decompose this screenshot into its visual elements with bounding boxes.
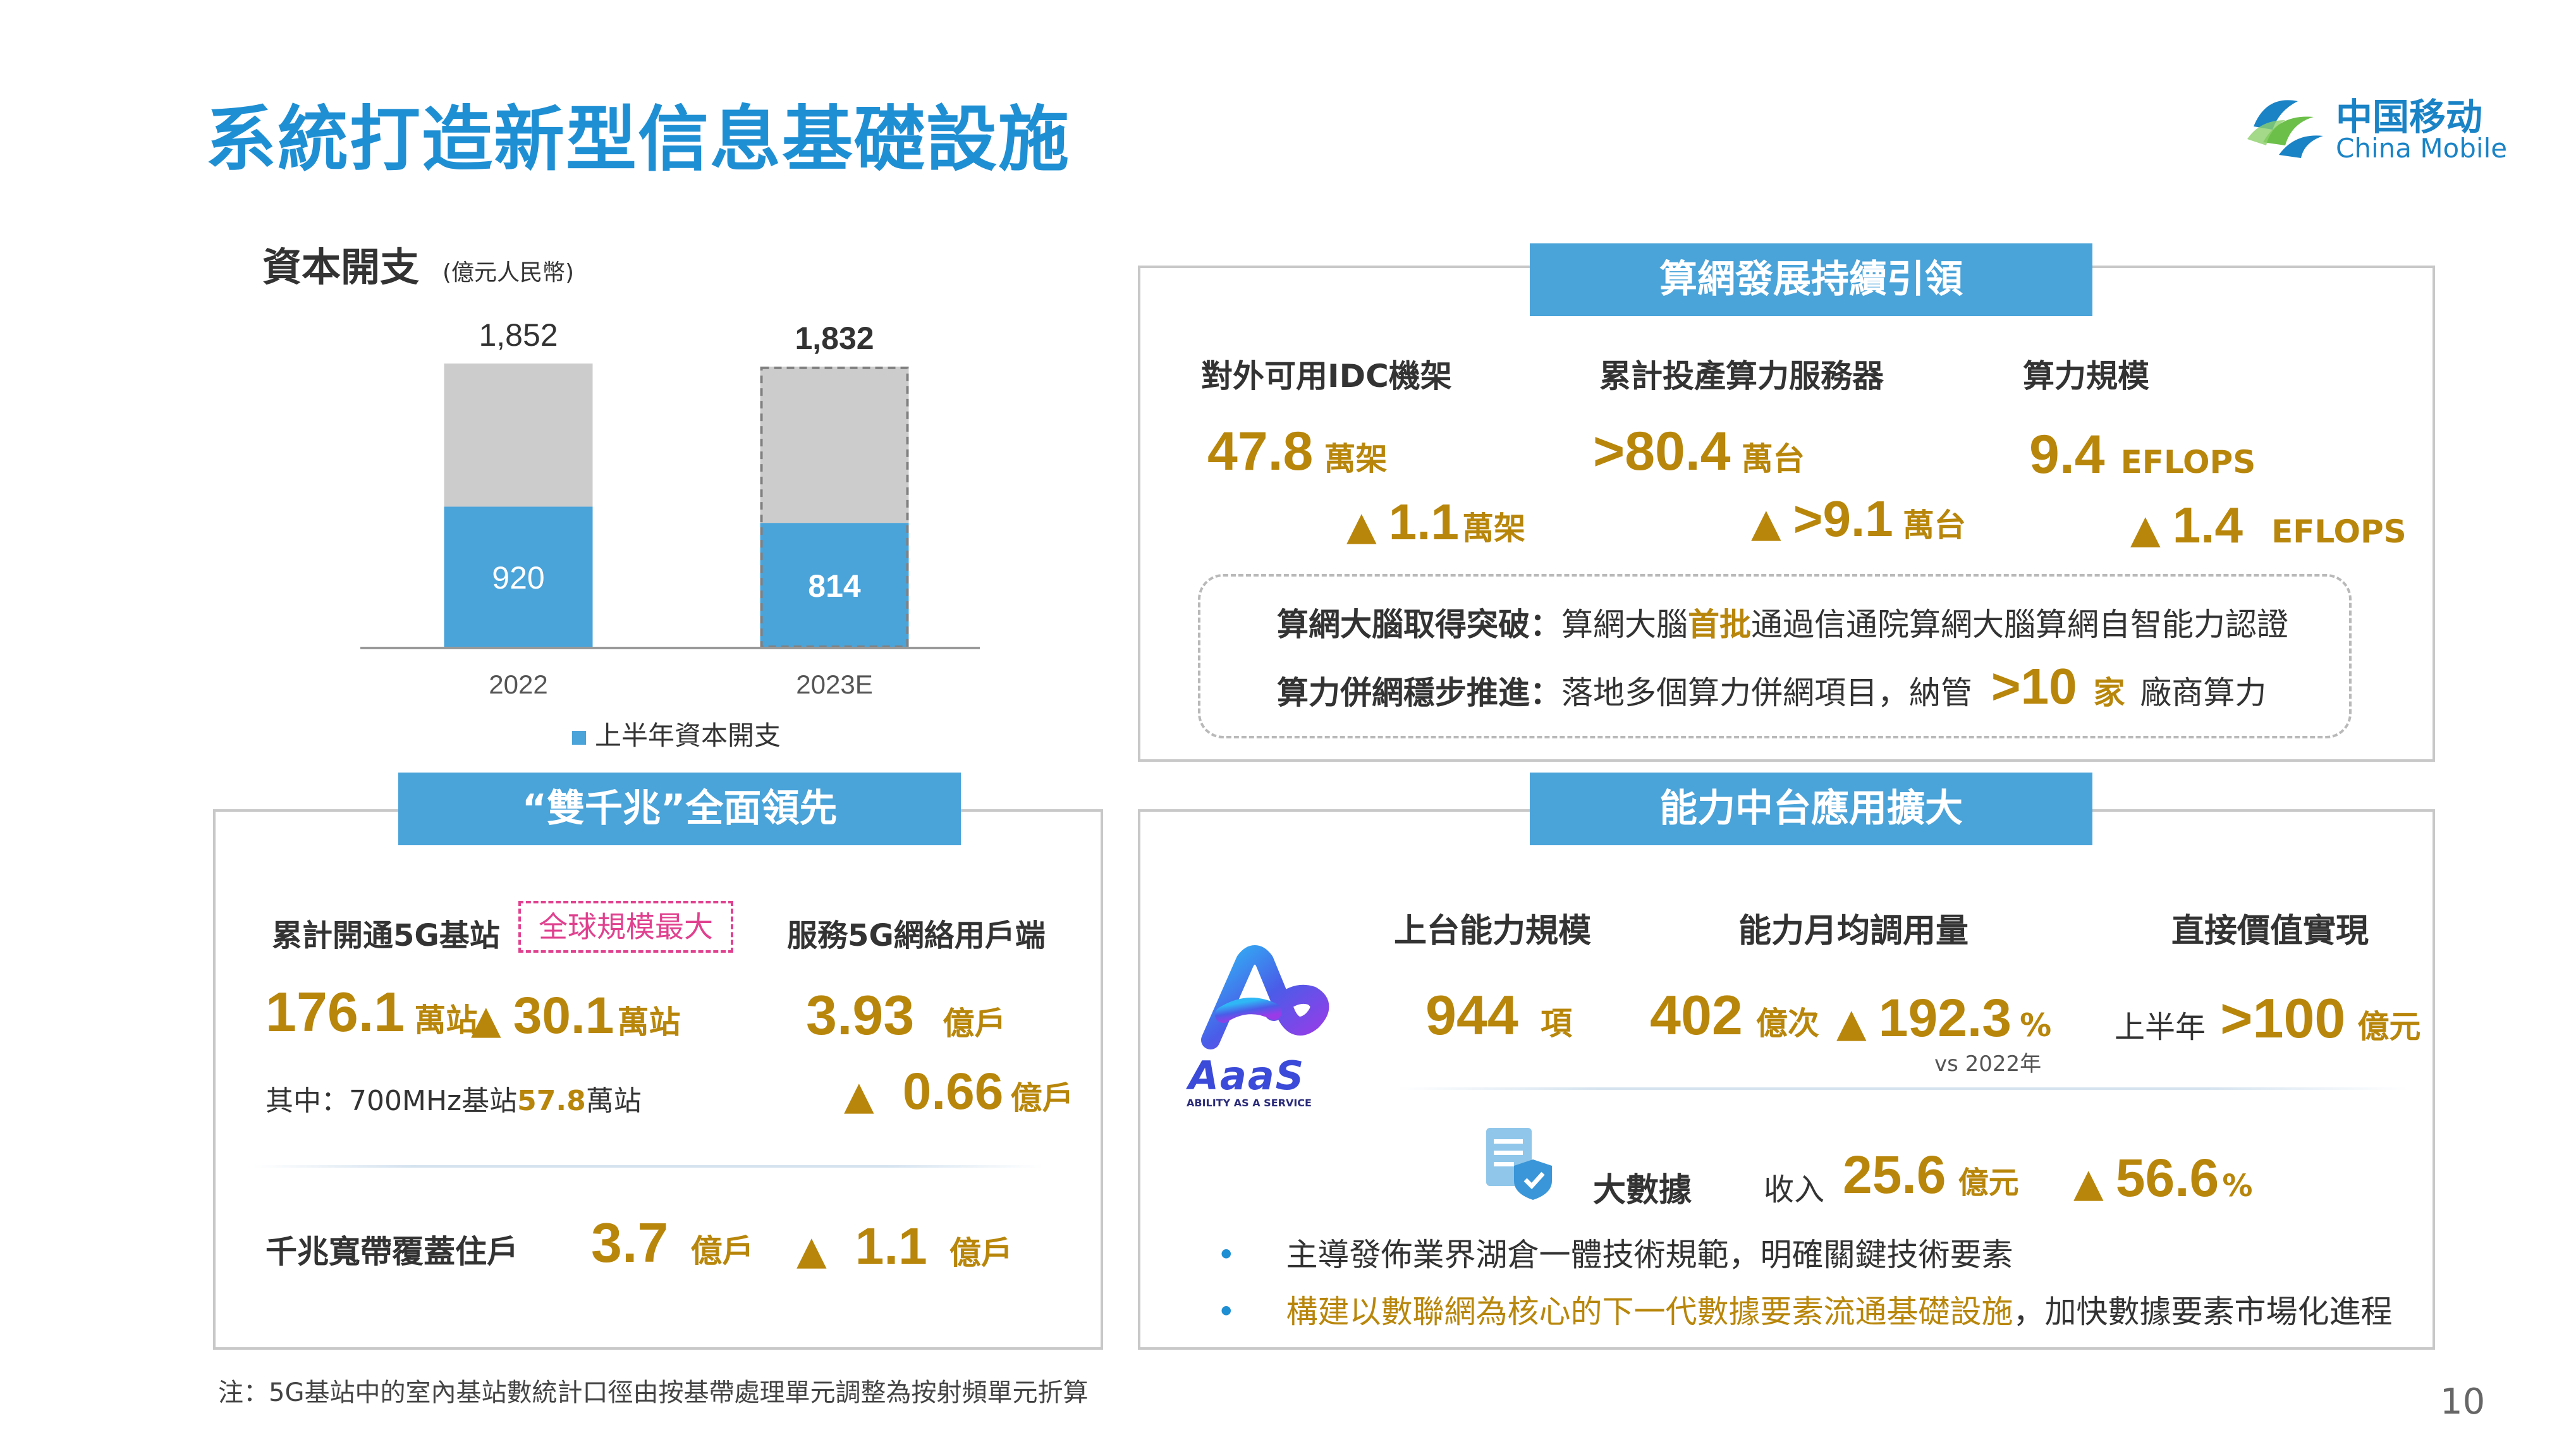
capability-divider (1397, 1087, 2408, 1090)
compute-banner: 算網發展持續引領 (1530, 243, 2092, 316)
idc-label: 對外可用IDC機架 (1201, 358, 1452, 394)
capex-half-year-bar (444, 506, 593, 648)
monthly-calls-value: 402 億次 (1650, 984, 1819, 1046)
capex-half-year-label: 814 (808, 568, 861, 604)
compute-line-1: 算網大腦取得突破：算網大腦首批通過信通院算網大腦算網自智能力認證 (1277, 606, 2288, 643)
capex-category-label: 2022 (489, 669, 547, 699)
capex-half-year-bar (760, 523, 909, 648)
bullet-2: • 構建以數聯網為核心的下一代數據要素流通基礎設施，加快數據要素市場化進程 (1217, 1293, 2393, 1330)
servers-delta: ▲ >9.1 萬台 (1751, 491, 1966, 547)
compute-scale-delta: ▲ 1.4 EFLOPS (2130, 497, 2407, 553)
capex-category-label: 2023E (796, 669, 872, 699)
5g-bs-value: 176.1 萬站 (266, 981, 478, 1043)
servers-value: >80.4 萬台 (1593, 421, 1805, 482)
up-triangle-icon: ▲ (2073, 1159, 2104, 1206)
broadband-delta: ▲ 1.1 億戶 (797, 1218, 1013, 1275)
up-triangle-icon: ▲ (471, 996, 501, 1042)
compute-line-2: 算力併網穩步推進：落地多個算力併網項目，納管 >10 家 廠商算力 (1277, 658, 2267, 714)
up-triangle-icon: ▲ (1836, 1000, 1867, 1046)
footnote: 注：5G基站中的室內基站數統計口徑由按基帶處理單元調整為按射頻單元折算 (218, 1378, 1089, 1407)
700mhz-line: 其中：700MHz基站57.8萬站 (266, 1085, 642, 1117)
broadband-label: 千兆寬帶覆蓋住戶 (266, 1233, 518, 1270)
aaas-subtext: ABILITY AS A SERVICE (1187, 1097, 1312, 1109)
ability-scale-value: 944 項 (1425, 984, 1572, 1046)
direct-value-label: 直接價值實現 (2171, 912, 2369, 950)
capex-total-bar (760, 366, 909, 523)
logo-text-en: China Mobile (2336, 133, 2508, 164)
5g-bs-delta: ▲ 30.1 萬站 (471, 987, 681, 1044)
5g-users-value: 3.93 億戶 (806, 984, 1006, 1046)
capex-bar-chart: 1,852 920 2022 1,832 814 2023E (360, 317, 980, 699)
vs-2022-note: vs 2022年 (1934, 1051, 2042, 1077)
legend-label: 上半年資本開支 (595, 720, 781, 751)
direct-value-value: 上半年 >100 億元 (2115, 987, 2421, 1049)
bigdata-growth: ▲ 56.6 % (2073, 1148, 2253, 1208)
bullet-1: • 主導發佈業界湖倉一體技術規範，明確關鍵技術要素 (1217, 1237, 2013, 1273)
logo-text-cn: 中国移动 (2336, 95, 2483, 138)
up-triangle-icon: ▲ (844, 1072, 874, 1118)
up-triangle-icon: ▲ (2130, 506, 2161, 552)
monthly-calls-label: 能力月均調用量 (1738, 912, 1969, 950)
5g-bs-label: 累計開通5G基站 (272, 918, 500, 953)
china-mobile-logo: 中国移动 China Mobile (2241, 82, 2513, 177)
up-triangle-icon: ▲ (797, 1227, 827, 1273)
idc-value: 47.8 萬架 (1207, 421, 1388, 482)
bigdata-revenue-value: 25.6 億元 (1843, 1145, 2019, 1204)
bullet-icon: • (1217, 1237, 1236, 1273)
gigabit-banner: “雙千兆”全面領先 (398, 773, 961, 845)
compute-scale-value: 9.4 EFLOPS (2029, 424, 2256, 485)
servers-label: 累計投產算力服務器 (1599, 358, 1884, 394)
capex-total-label: 1,832 (795, 321, 874, 356)
5g-users-label: 服務5G網絡用戶端 (787, 918, 1046, 953)
aaas-text: AaaS (1188, 1053, 1305, 1099)
capex-total-bar (444, 364, 593, 507)
china-mobile-logo-icon (2247, 100, 2323, 158)
5g-users-delta: ▲ 0.66 億戶 (844, 1063, 1074, 1120)
capex-total-label: 1,852 (479, 317, 558, 353)
broadband-value: 3.7 億戶 (591, 1211, 754, 1274)
page-title: 系統打造新型信息基礎設施 (205, 99, 1070, 181)
bigdata-revenue-label: 收入 (1764, 1172, 1825, 1208)
compute-scale-label: 算力規模 (2023, 358, 2149, 394)
gigabit-divider (253, 1165, 1043, 1168)
ability-scale-label: 上台能力規模 (1394, 912, 1592, 950)
aaas-logo-icon (1201, 945, 1329, 1049)
capability-banner: 能力中台應用擴大 (1530, 773, 2092, 845)
compute-highlight-box (1198, 574, 2352, 738)
idc-delta: ▲ 1.1 萬架 (1346, 494, 1526, 550)
capex-legend: 上半年資本開支 (572, 714, 781, 753)
global-largest-badge: 全球規模最大 (518, 901, 733, 953)
up-triangle-icon: ▲ (1751, 499, 1781, 546)
capex-unit: (億元人民幣) (443, 260, 575, 286)
capex-title: 資本開支 (262, 244, 420, 290)
legend-swatch (572, 730, 586, 745)
bigdata-icon (1482, 1125, 1558, 1201)
bigdata-label: 大數據 (1593, 1171, 1692, 1209)
monthly-calls-delta: ▲ 192.3 % (1836, 988, 2052, 1048)
capex-half-year-label: 920 (492, 560, 544, 596)
page-number: 10 (2440, 1381, 2486, 1422)
up-triangle-icon: ▲ (1346, 503, 1377, 549)
bullet-icon: • (1217, 1293, 1236, 1330)
aaas-logo: AaaS ABILITY AS A SERVICE (1185, 945, 1337, 1110)
